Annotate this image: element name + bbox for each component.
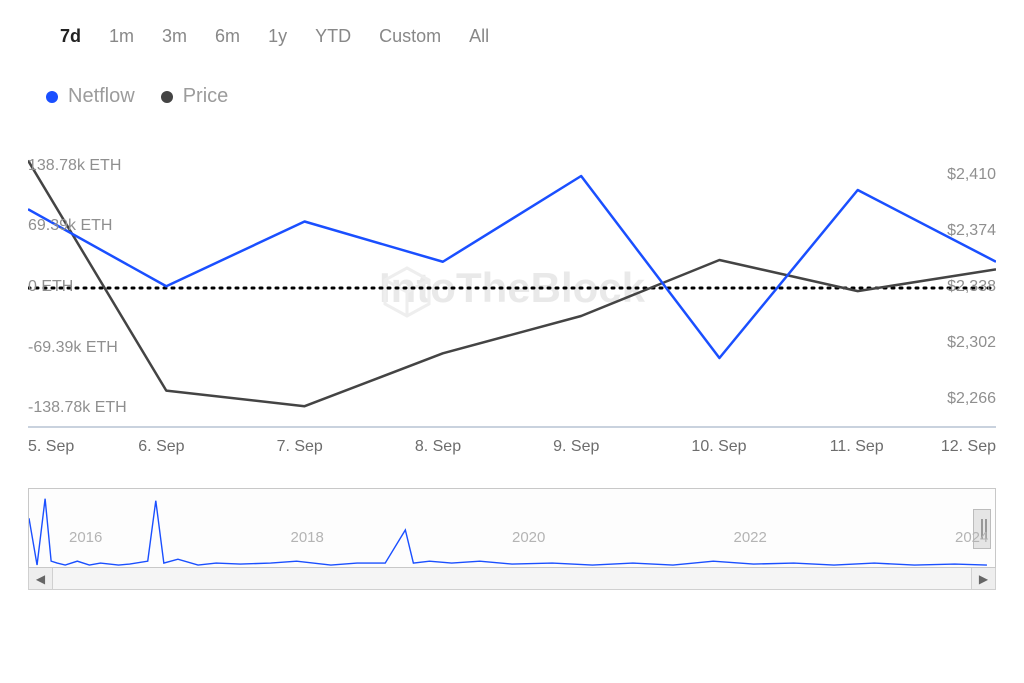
y-left-tick: -138.78k ETH <box>28 399 127 417</box>
y-right-tick: $2,302 <box>947 334 996 352</box>
y-left-tick: 0 ETH <box>28 278 73 296</box>
y-left-tick: 138.78k ETH <box>28 157 121 175</box>
x-tick: 10. Sep <box>691 438 746 456</box>
scroll-right-button[interactable]: ▶ <box>971 568 995 589</box>
x-tick: 7. Sep <box>277 438 323 456</box>
main-chart: IntoTheBlock 138.78k ETH69.39k ETH0 ETH-… <box>28 148 996 428</box>
period-tab-6m[interactable]: 6m <box>201 18 254 55</box>
x-tick: 11. Sep <box>830 438 884 456</box>
minimap-year-label: 2018 <box>291 529 324 546</box>
minimap-scrollbar[interactable]: ◀ ▶ <box>28 568 996 590</box>
legend-label: Netflow <box>68 85 135 108</box>
scroll-track[interactable] <box>53 568 971 589</box>
legend-dot <box>46 91 58 103</box>
x-tick: 9. Sep <box>553 438 599 456</box>
y-left-tick: 69.39k ETH <box>28 217 112 235</box>
period-tab-all[interactable]: All <box>455 18 503 55</box>
y-right-tick: $2,374 <box>947 222 996 240</box>
y-right-tick: $2,410 <box>947 166 996 184</box>
y-left-tick: -69.39k ETH <box>28 339 118 357</box>
period-tab-1m[interactable]: 1m <box>95 18 148 55</box>
minimap-year-label: 2016 <box>69 529 102 546</box>
chart-svg <box>28 148 996 428</box>
x-tick: 12. Sep <box>941 438 996 456</box>
legend-dot <box>161 91 173 103</box>
period-tab-custom[interactable]: Custom <box>365 18 455 55</box>
y-right-tick: $2,338 <box>947 278 996 296</box>
x-tick: 8. Sep <box>415 438 461 456</box>
x-tick: 5. Sep <box>28 438 74 456</box>
netflow-line <box>28 176 996 358</box>
period-tab-7d[interactable]: 7d <box>46 18 95 55</box>
period-tab-ytd[interactable]: YTD <box>301 18 365 55</box>
minimap-year-label: 2024 <box>955 529 988 546</box>
period-tabs: 7d1m3m6m1yYTDCustomAll <box>46 18 996 55</box>
minimap-svg <box>29 489 995 567</box>
minimap-year-label: 2022 <box>734 529 767 546</box>
legend-item-netflow[interactable]: Netflow <box>46 85 135 108</box>
legend-item-price[interactable]: Price <box>161 85 229 108</box>
x-tick: 6. Sep <box>138 438 184 456</box>
y-right-tick: $2,266 <box>947 390 996 408</box>
legend-label: Price <box>183 85 229 108</box>
scroll-left-button[interactable]: ◀ <box>29 568 53 589</box>
period-tab-1y[interactable]: 1y <box>254 18 301 55</box>
minimap[interactable]: 2016 2018 2020 2022 2024 <box>28 488 996 568</box>
chart-legend: Netflow Price <box>46 85 996 108</box>
period-tab-3m[interactable]: 3m <box>148 18 201 55</box>
minimap-year-label: 2020 <box>512 529 545 546</box>
